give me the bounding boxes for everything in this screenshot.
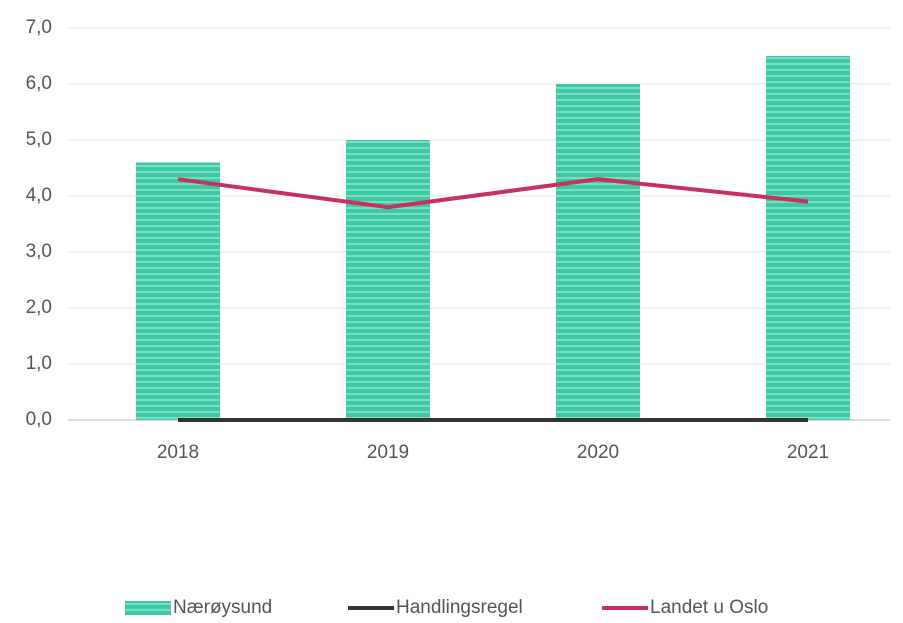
- x-tick-label: 2019: [367, 442, 409, 463]
- x-tick-label: 2020: [577, 442, 619, 463]
- bar: [136, 162, 220, 420]
- legend-label: Landet u Oslo: [650, 597, 768, 618]
- y-tick-label: 1,0: [26, 353, 52, 374]
- x-tick-label: 2018: [157, 442, 199, 463]
- y-tick-label: 3,0: [26, 241, 52, 262]
- bar: [556, 84, 640, 420]
- y-tick-label: 4,0: [26, 185, 52, 206]
- y-tick-label: 2,0: [26, 297, 52, 318]
- line: [177, 177, 809, 210]
- legend-label: Handlingsregel: [396, 597, 523, 618]
- y-tick-label: 6,0: [26, 73, 52, 94]
- legend-label: Nærøysund: [173, 597, 272, 618]
- bar: [766, 56, 850, 420]
- legend-swatch: [125, 601, 171, 615]
- y-tick-label: 7,0: [26, 17, 52, 38]
- y-tick-label: 5,0: [26, 129, 52, 150]
- x-tick-label: 2021: [787, 442, 829, 463]
- y-tick-label: 0,0: [26, 409, 52, 430]
- bar: [346, 140, 430, 420]
